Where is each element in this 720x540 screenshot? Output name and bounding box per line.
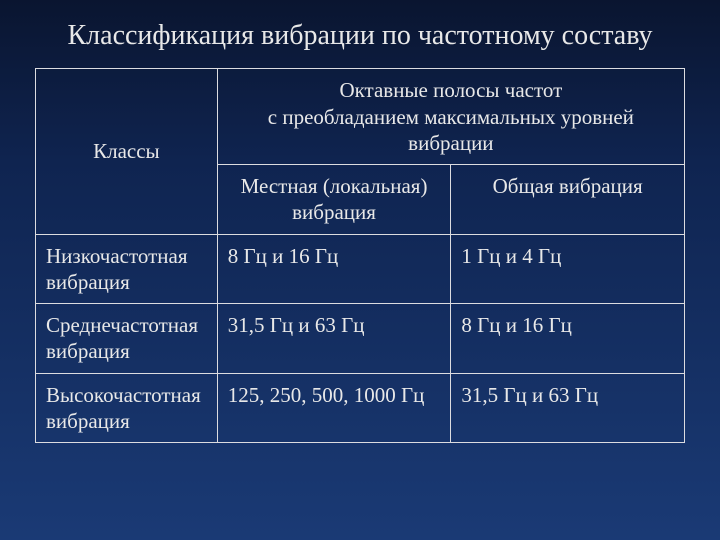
header-local: Местная (локальная) вибрация (217, 165, 451, 235)
table-row: Высокочастотная вибрация 125, 250, 500, … (36, 373, 685, 443)
row-local: 31,5 Гц и 63 Гц (217, 304, 451, 374)
row-local: 125, 250, 500, 1000 Гц (217, 373, 451, 443)
row-general: 1 Гц и 4 Гц (451, 234, 685, 304)
classification-table: Классы Октавные полосы частотс преоблада… (35, 68, 685, 443)
row-label: Среднечастотная вибрация (36, 304, 218, 374)
row-general: 8 Гц и 16 Гц (451, 304, 685, 374)
row-general: 31,5 Гц и 63 Гц (451, 373, 685, 443)
row-local: 8 Гц и 16 Гц (217, 234, 451, 304)
header-classes: Классы (36, 69, 218, 234)
classification-table-wrap: Классы Октавные полосы частотс преоблада… (0, 68, 720, 443)
header-general: Общая вибрация (451, 165, 685, 235)
row-label: Высокочастотная вибрация (36, 373, 218, 443)
table-row: Среднечастотная вибрация 31,5 Гц и 63 Гц… (36, 304, 685, 374)
header-main-span: Октавные полосы частотс преобладанием ма… (217, 69, 684, 165)
table-row: Низкочастотная вибрация 8 Гц и 16 Гц 1 Г… (36, 234, 685, 304)
page-title: Классификация вибрации по частотному сос… (0, 0, 720, 68)
row-label: Низкочастотная вибрация (36, 234, 218, 304)
